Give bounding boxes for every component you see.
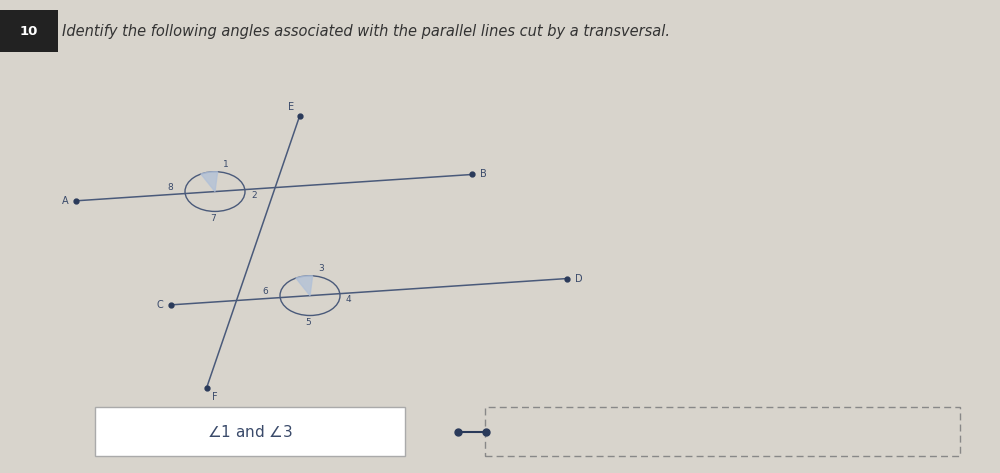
Text: 5: 5 (305, 318, 311, 327)
Text: 1: 1 (223, 160, 229, 169)
Text: 3: 3 (318, 264, 324, 273)
Text: B: B (480, 169, 487, 179)
Text: C: C (157, 300, 163, 310)
Polygon shape (296, 276, 313, 296)
Text: E: E (288, 102, 295, 112)
Text: 10: 10 (20, 25, 38, 38)
Text: 6: 6 (262, 287, 268, 297)
FancyBboxPatch shape (95, 407, 405, 456)
Text: 7: 7 (210, 214, 216, 223)
Polygon shape (201, 172, 218, 192)
Text: Identify the following angles associated with the parallel lines cut by a transv: Identify the following angles associated… (62, 24, 670, 39)
Text: 4: 4 (346, 295, 352, 304)
Text: $\angle$1 and $\angle$3: $\angle$1 and $\angle$3 (207, 424, 293, 440)
Text: A: A (62, 196, 68, 206)
Text: F: F (212, 392, 217, 402)
Text: D: D (575, 273, 583, 283)
Text: 2: 2 (251, 191, 257, 200)
Text: 8: 8 (167, 183, 173, 193)
FancyBboxPatch shape (0, 10, 58, 52)
